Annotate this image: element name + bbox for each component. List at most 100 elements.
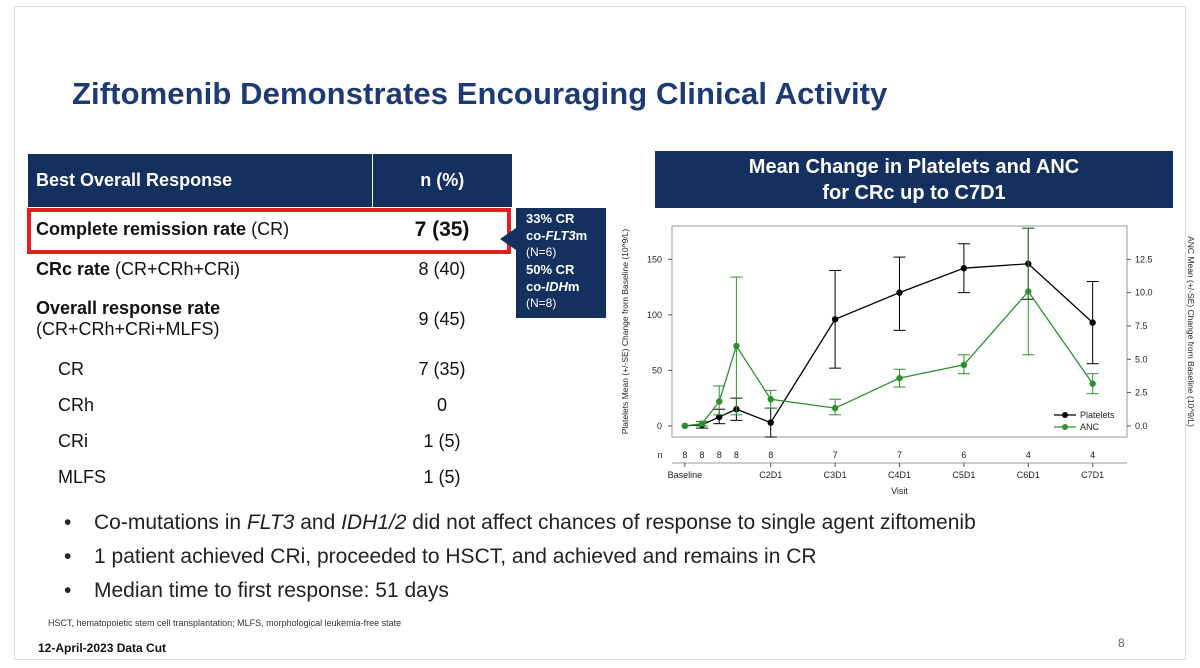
callout-line: co-FLT3m — [526, 228, 588, 243]
n-count-label: 4 — [1026, 450, 1031, 460]
data-point-platelets — [767, 419, 774, 426]
n-count-label: 7 — [897, 450, 902, 460]
data-point-anc — [1089, 380, 1096, 387]
y-right-tick-label: 0.0 — [1135, 421, 1148, 431]
row-label: CRh — [58, 394, 95, 415]
y-right-tick-label: 7.5 — [1135, 321, 1148, 331]
mutation-callout: 33% CR co-FLT3m (N=6) 50% CR co-IDHm (N=… — [516, 208, 606, 318]
y-right-axis-title: ANC Mean (+/-SE) Change from Baseline (1… — [1186, 236, 1196, 427]
y-left-tick-label: 0 — [657, 421, 662, 431]
row-label: CRc rate (CR+CRh+CRi) — [28, 251, 372, 287]
data-point-anc — [896, 374, 903, 382]
row-label: CRi — [58, 430, 88, 451]
data-point-anc — [960, 361, 968, 369]
bullet-text: IDH1/2 — [341, 511, 407, 534]
plot-frame — [671, 225, 1128, 438]
x-tick-label: Baseline — [668, 470, 703, 480]
x-tick-label: C4D1 — [888, 470, 911, 480]
row-label: Complete remission rate (CR) — [28, 207, 372, 251]
y-right-tick-label: 2.5 — [1135, 388, 1148, 398]
row-value: 1 (5) — [423, 430, 461, 451]
row-label: Overall response rate (CR+CRh+CRi+MLFS) — [28, 287, 372, 351]
n-count-label: 8 — [734, 450, 739, 460]
table-row-crh: CRh 0 — [28, 387, 512, 423]
slide-title: Ziftomenib Demonstrates Encouraging Clin… — [72, 76, 888, 111]
slide-frame — [14, 6, 1186, 660]
n-count-label: 8 — [717, 450, 722, 460]
n-count-label: 7 — [833, 450, 838, 460]
bullet-text: Co-mutations in — [94, 511, 247, 534]
footnote: HSCT, hematopoietic stem cell transplant… — [48, 618, 402, 628]
data-point-platelets — [1089, 319, 1096, 326]
y-left-tick-label: 50 — [652, 365, 662, 375]
table-row-overall-response-rate: Overall response rate (CR+CRh+CRi+MLFS) 9… — [28, 287, 512, 351]
x-tick-label: C3D1 — [824, 470, 847, 480]
row-value: 7 (35) — [418, 358, 466, 379]
bullet-marker: • — [64, 545, 72, 568]
row-label: MLFS — [58, 466, 107, 487]
n-row-label: n — [657, 450, 662, 460]
row-value: 8 (40) — [418, 258, 466, 279]
table-row-crc-rate: CRc rate (CR+CRh+CRi) 8 (40) — [28, 251, 512, 287]
row-label-line2: (CR+CRh+CRi+MLFS) — [36, 319, 220, 339]
bullet-list: • Co-mutations in FLT3 and IDH1/2 did not… — [64, 508, 976, 610]
y-right-tick-label: 5.0 — [1135, 354, 1148, 364]
callout-line: 33% CR — [526, 211, 575, 226]
bullet-text: and — [294, 511, 342, 534]
y-left-axis-title: Platelets Mean (+/-SE) Change from Basel… — [620, 229, 630, 435]
n-count-label: 8 — [700, 450, 705, 460]
data-point-platelets — [960, 265, 968, 272]
chart-title-line: Mean Change in Platelets and ANC — [748, 156, 1080, 178]
y-left-tick-label: 100 — [647, 310, 662, 320]
bullet-item: • Co-mutations in FLT3 and IDH1/2 did not… — [64, 508, 976, 542]
table-row-mlfs: MLFS 1 (5) — [28, 459, 512, 495]
y-right-tick-label: 12.5 — [1135, 254, 1153, 264]
row-label-rest: (CR) — [246, 218, 290, 239]
n-count-label: 4 — [1090, 450, 1095, 460]
table-header-row: Best Overall Response n (%) — [28, 154, 512, 207]
callout-line: co-IDHm — [526, 279, 580, 294]
header-n-percent: n (%) — [371, 154, 512, 207]
header-best-overall-response: Best Overall Response — [28, 154, 372, 207]
chart-title: Mean Change in Platelets and ANC for CRc… — [655, 151, 1173, 208]
bullet-text: Median time to first response: 51 days — [94, 579, 449, 602]
x-tick-label: C5D1 — [952, 470, 975, 480]
bullet-marker: • — [64, 511, 72, 534]
y-left-tick-label: 150 — [647, 254, 662, 264]
row-value: 1 (5) — [423, 466, 461, 487]
y-right-tick-label: 10.0 — [1135, 288, 1153, 298]
x-axis-title: Visit — [891, 486, 908, 496]
bullet-item: • Median time to first response: 51 days — [64, 576, 976, 610]
data-point-platelets — [716, 413, 723, 421]
data-point-anc — [831, 404, 839, 412]
bullet-text: did not affect chances of response to si… — [406, 511, 976, 534]
callout-arrow — [500, 228, 516, 250]
data-point-platelets — [831, 316, 839, 323]
callout-line: 50% CR — [526, 262, 575, 277]
data-point-anc — [681, 422, 689, 430]
table-row-cri: CRi 1 (5) — [28, 423, 512, 459]
x-tick-label: C6D1 — [1017, 470, 1040, 480]
response-table: Best Overall Response n (%) Complete rem… — [28, 154, 512, 495]
bullet-text: FLT3 — [246, 511, 295, 534]
n-count-label: 6 — [961, 450, 966, 460]
legend-swatch-marker — [1062, 424, 1068, 430]
row-label-bold: CRc rate — [36, 258, 111, 279]
data-cut-label: 12-April-2023 Data Cut — [38, 641, 167, 655]
legend-label: Platelets — [1080, 410, 1115, 420]
row-label-bold: Overall response rate — [36, 298, 221, 318]
row-value: 9 (45) — [418, 308, 466, 329]
table-row-cr-rate: Complete remission rate (CR) 7 (35) — [28, 207, 512, 251]
x-tick-label: C7D1 — [1081, 470, 1104, 480]
callout-line: (N=8) — [526, 296, 557, 310]
data-point-anc — [733, 342, 740, 350]
bullet-text: 1 patient achieved CRi, proceeded to HSC… — [94, 545, 817, 568]
x-tick-label: C2D1 — [759, 470, 782, 480]
n-count-label: 8 — [768, 450, 773, 460]
chart-title-line: for CRc up to C7D1 — [822, 182, 1006, 204]
data-point-anc — [1025, 288, 1032, 295]
platelets-anc-chart: 0 50 100 150 0.0 2.5 5.0 7.5 10.0 12.5 Platelets M… — [620, 225, 1196, 496]
data-point-platelets — [896, 289, 903, 296]
data-point-anc — [767, 396, 774, 403]
page-number: 8 — [1118, 636, 1125, 650]
